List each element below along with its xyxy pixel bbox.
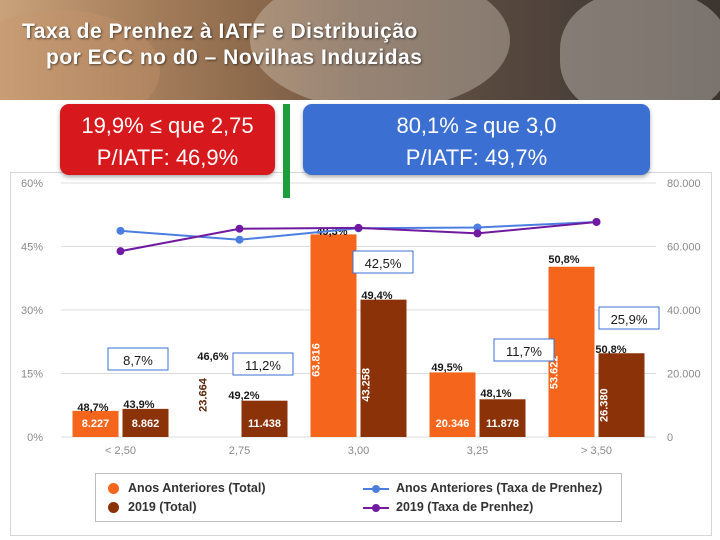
bar-value-label: 26.380 [599,388,611,422]
callout-left: 19,9% ≤ que 2,75 P/IATF: 46,9% [60,104,275,175]
legend-label-anos-anteriores-total: Anos Anteriores (Total) [128,481,266,495]
callout-left-line-2: P/IATF: 46,9% [96,145,239,170]
x-axis-tick-label: < 2,50 [105,445,136,457]
bar-anos-anteriores [429,372,476,437]
x-axis-tick-label: 3,00 [348,445,369,457]
legend-swatch-anos-anteriores-taxa [363,485,389,493]
callout-right-line-2: P/IATF: 49,7% [405,145,548,170]
bar-value-label: 11.878 [486,418,519,430]
bar-2019 [122,408,169,437]
bar-pct-label: 49,2% [228,390,259,402]
bar-pct-label: 50,8% [595,344,626,356]
bar-value-label: 53.622 [549,355,561,389]
bar-pct-label: 48,7% [77,402,108,414]
header-banner: Taxa de Prenhez à IATF e Distribuição po… [0,0,720,100]
distribution-label-box [107,347,169,371]
bar-pct-label: 46,6% [197,351,228,363]
bar-2019 [598,353,645,437]
distribution-label: 25,9% [611,312,648,327]
bar-pct-label: 50,8% [548,254,579,266]
legend-swatch-anos-anteriores-total [108,483,119,494]
distribution-label: 8,7% [123,353,153,368]
bar-value-label: 8.227 [82,418,110,430]
x-axis-tick-label: 2,75 [229,445,250,457]
bar-anos-anteriores [72,410,119,437]
distribution-label-box [493,338,555,362]
x-axis-tick-label: > 3,50 [581,445,612,457]
bar-anos-anteriores [310,234,357,437]
distribution-label-box [232,352,294,376]
left-axis-tick-label: 60% [21,178,43,190]
line-point-2019 [473,229,482,238]
left-axis-tick-label: 0% [27,432,43,444]
line-point-2019 [354,223,363,232]
bar-pct-label: 49,4% [361,290,392,302]
line-point-2019 [592,217,601,226]
bar-value-label: 20.346 [436,418,470,430]
right-axis-tick-label: 60.000 [667,242,701,254]
callout-right: 80,1% ≥ que 3,0 P/IATF: 49,7% [303,104,650,175]
line-point-anos-anteriores [116,226,125,235]
right-axis-tick-label: 20.000 [667,369,701,381]
bar-value-label: 43.258 [361,368,373,402]
background-photo-shape [560,0,720,100]
left-axis-tick-label: 45% [21,242,43,254]
left-axis-tick-label: 15% [21,369,43,381]
right-axis-tick-label: 40.000 [667,305,701,317]
legend-label-2019-taxa: 2019 (Taxa de Prenhez) [396,500,534,514]
distribution-label: 42,5% [365,256,402,271]
callout-right-line-1: 80,1% ≥ que 3,0 [396,113,557,138]
legend-label-2019-total: 2019 (Total) [128,500,197,514]
divider-bar [283,104,290,198]
title-line-1: Taxa de Prenhez à IATF e Distribuição [22,20,418,43]
bar-2019 [479,399,526,437]
bar-anos-anteriores [548,266,595,437]
bar-value-label: 11.438 [248,418,281,430]
title-line-2: por ECC no d0 – Novilhas Induzidas [46,46,423,69]
bar-value-label: 23.664 [198,377,210,412]
bar-value-label: 63.816 [311,343,323,377]
page-title: Taxa de Prenhez à IATF e Distribuição po… [22,19,622,71]
bar-pct-label: 48,1% [480,388,511,400]
right-axis-tick-label: 80.000 [667,178,701,190]
chart-legend: Anos Anteriores (Total) 2019 (Total) Ano… [95,473,622,522]
chart: 60% 80.000 45% 60.000 30% 40.000 15% 20.000 0% 0 <… [21,178,701,457]
distribution-label: 11,2% [245,358,281,373]
distribution-label-box [598,306,660,330]
callout-left-line-1: 19,9% ≤ que 2,75 [81,113,254,138]
right-axis-tick-label: 0 [667,432,673,444]
x-axis-tick-label: 3,25 [467,445,488,457]
line-point-anos-anteriores [235,235,244,244]
legend-swatch-2019-taxa [363,504,389,512]
bar-value-label: 8.862 [132,418,160,430]
line-point-2019 [235,224,244,233]
legend-label-anos-anteriores-taxa: Anos Anteriores (Taxa de Prenhez) [396,481,603,495]
background-photo-shape [250,0,510,100]
bar-2019 [360,299,407,437]
legend-swatch-2019-total [108,502,119,513]
bar-pct-label: 49,5% [431,362,462,374]
bar-2019 [241,400,288,437]
bar-pct-label: 43,9% [123,399,154,411]
left-axis-tick-label: 30% [21,305,43,317]
line-point-anos-anteriores [473,223,482,232]
distribution-label-box [352,250,414,274]
line-point-2019 [116,247,125,256]
distribution-label: 11,7% [506,344,542,359]
